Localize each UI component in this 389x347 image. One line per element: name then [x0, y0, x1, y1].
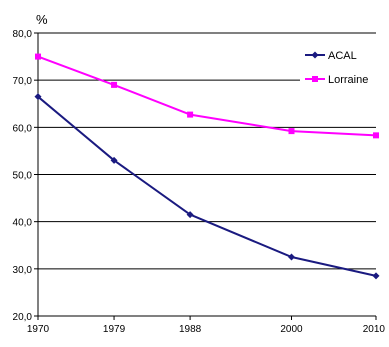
data-point-acal — [110, 156, 118, 164]
data-point-acal — [288, 253, 295, 261]
series-lines — [34, 53, 380, 280]
legend-box — [300, 39, 378, 103]
axes: 20,0 30,0 40,0 50,0 60,0 70,0 80,0 1970 1979 1988… — [13, 29, 386, 335]
y-tick-label: 30,0 — [13, 265, 33, 276]
data-point-lorraine — [288, 128, 295, 135]
y-tick-label: 40,0 — [13, 218, 33, 229]
x-tick-label: 2000 — [280, 324, 303, 335]
x-tick-label: 1970 — [27, 324, 50, 335]
legend-marker-lorraine — [312, 76, 318, 82]
legend: ACAL Lorraine — [300, 39, 378, 103]
x-tick-label: 1988 — [179, 324, 202, 335]
data-point-acal — [372, 272, 380, 280]
y-tick-label: 60,0 — [13, 123, 33, 134]
data-point-lorraine — [187, 111, 194, 118]
x-tick-label: 1979 — [103, 324, 126, 335]
y-tick-label: 20,0 — [13, 312, 33, 323]
y-tick-label: 70,0 — [13, 76, 33, 87]
data-point-lorraine — [373, 132, 379, 139]
legend-label-acal: ACAL — [328, 50, 357, 62]
y-axis-unit-label: % — [36, 12, 48, 27]
data-point-acal — [34, 93, 42, 101]
y-tick-label: 50,0 — [13, 171, 33, 182]
y-tick-label: 80,0 — [13, 29, 33, 40]
data-point-lorraine — [35, 53, 41, 60]
legend-label-lorraine: Lorraine — [328, 74, 368, 86]
x-tick-label: 2010 — [363, 324, 386, 335]
legend-marker-acal — [311, 51, 319, 59]
data-point-lorraine — [111, 81, 118, 88]
data-point-acal — [186, 211, 194, 219]
